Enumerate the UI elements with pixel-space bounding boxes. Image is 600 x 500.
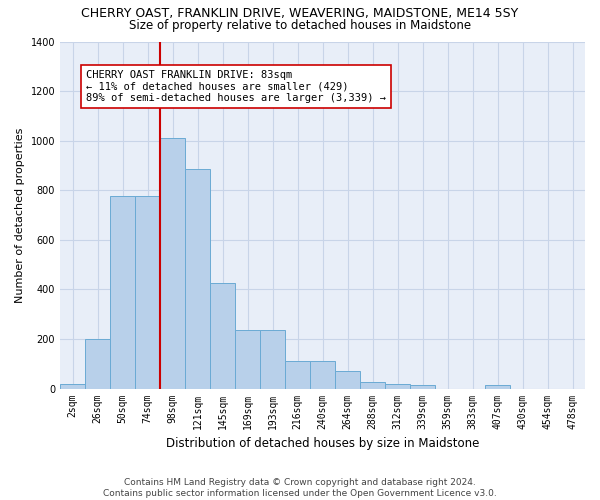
Bar: [410, 385, 435, 388]
Text: Size of property relative to detached houses in Maidstone: Size of property relative to detached ho…: [129, 18, 471, 32]
Y-axis label: Number of detached properties: Number of detached properties: [15, 128, 25, 302]
Bar: [485, 385, 510, 388]
Bar: [360, 382, 385, 388]
Bar: [335, 371, 360, 388]
Bar: [285, 362, 310, 388]
Bar: [235, 330, 260, 388]
Bar: [110, 196, 135, 388]
Bar: [160, 138, 185, 388]
Bar: [60, 384, 85, 388]
X-axis label: Distribution of detached houses by size in Maidstone: Distribution of detached houses by size …: [166, 437, 479, 450]
Text: Contains HM Land Registry data © Crown copyright and database right 2024.
Contai: Contains HM Land Registry data © Crown c…: [103, 478, 497, 498]
Text: CHERRY OAST FRANKLIN DRIVE: 83sqm
← 11% of detached houses are smaller (429)
89%: CHERRY OAST FRANKLIN DRIVE: 83sqm ← 11% …: [86, 70, 386, 103]
Bar: [260, 330, 285, 388]
Bar: [210, 283, 235, 389]
Bar: [135, 196, 160, 388]
Bar: [310, 362, 335, 388]
Bar: [385, 384, 410, 388]
Bar: [85, 339, 110, 388]
Text: CHERRY OAST, FRANKLIN DRIVE, WEAVERING, MAIDSTONE, ME14 5SY: CHERRY OAST, FRANKLIN DRIVE, WEAVERING, …: [82, 8, 518, 20]
Bar: [185, 169, 210, 388]
